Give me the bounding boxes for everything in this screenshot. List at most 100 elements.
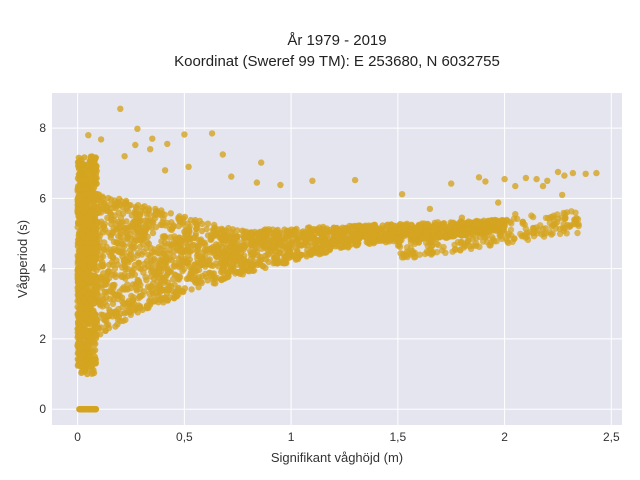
data-point [389, 227, 396, 235]
scatter-points [74, 105, 600, 413]
data-point [310, 225, 317, 233]
data-point [424, 242, 431, 250]
data-point [204, 220, 212, 227]
data-point [107, 234, 115, 241]
data-point [109, 229, 117, 236]
data-point [146, 290, 153, 297]
data-point [281, 235, 289, 243]
data-point [497, 233, 504, 240]
data-point [83, 302, 91, 310]
data-point [133, 217, 140, 224]
data-point [115, 248, 122, 255]
data-point [556, 225, 564, 233]
data-point [100, 223, 108, 230]
data-point [218, 276, 225, 284]
data-point [198, 261, 206, 268]
data-point [495, 227, 502, 235]
data-point [519, 220, 526, 227]
data-point [91, 255, 98, 262]
data-point [572, 209, 579, 216]
data-point [75, 219, 82, 226]
data-point [161, 295, 168, 302]
x-tick-label: 2,5 [603, 430, 620, 444]
data-point [336, 236, 343, 243]
data-point [147, 146, 154, 153]
data-point [95, 191, 103, 198]
data-point [118, 237, 125, 245]
data-point [88, 370, 96, 377]
data-point [124, 207, 132, 215]
data-point [428, 237, 435, 244]
data-point [211, 221, 218, 229]
data-point [500, 224, 507, 231]
data-point [96, 242, 104, 250]
data-point [354, 222, 362, 229]
data-point [97, 331, 104, 338]
data-point [213, 274, 220, 281]
data-point [198, 227, 206, 235]
data-point [283, 228, 290, 235]
data-point [528, 212, 535, 219]
data-point [173, 288, 181, 295]
data-point [112, 220, 119, 227]
data-point [460, 241, 468, 248]
data-point [167, 210, 174, 217]
data-point [185, 163, 192, 170]
data-point [103, 293, 110, 301]
y-axis-label: Vågperiod (s) [15, 220, 30, 298]
data-point [175, 243, 182, 250]
data-point [542, 230, 550, 237]
data-point [212, 260, 220, 267]
data-point [208, 130, 216, 137]
data-point [364, 239, 372, 246]
data-point [81, 175, 88, 183]
data-point [125, 297, 132, 305]
data-point [429, 249, 436, 257]
chart-title-line1: År 1979 - 2019 [287, 32, 386, 49]
data-point [493, 238, 500, 245]
data-point [184, 243, 191, 250]
data-point [228, 173, 235, 180]
data-point [352, 237, 360, 244]
data-point [389, 234, 397, 242]
data-point [207, 272, 215, 279]
data-point [253, 230, 260, 237]
data-point [121, 153, 128, 160]
data-point [426, 205, 434, 213]
data-point [574, 229, 581, 237]
data-point [120, 317, 127, 325]
data-point [175, 255, 183, 262]
y-tick-label: 2 [39, 332, 46, 346]
data-point [339, 243, 346, 251]
data-point [85, 357, 92, 365]
data-point [121, 224, 128, 232]
data-point [303, 253, 310, 260]
data-point [176, 213, 183, 220]
data-point [188, 286, 195, 293]
data-point [309, 248, 316, 256]
data-point [203, 246, 210, 253]
data-point [118, 273, 126, 280]
data-point [467, 245, 475, 252]
data-point [228, 261, 235, 268]
data-point [113, 308, 121, 316]
data-point [254, 261, 262, 269]
data-point [397, 234, 404, 241]
data-point [161, 233, 168, 240]
data-point [75, 269, 83, 276]
data-point [92, 333, 99, 340]
data-point [75, 358, 83, 365]
data-point [108, 216, 115, 224]
data-point [249, 230, 256, 237]
data-point [223, 244, 230, 252]
data-point [92, 180, 99, 188]
y-tick-label: 8 [39, 121, 46, 135]
data-point [123, 236, 130, 243]
data-point [452, 245, 459, 253]
data-point [85, 343, 92, 350]
data-point [490, 220, 497, 227]
data-point [77, 239, 85, 247]
data-point [228, 229, 236, 236]
data-point [550, 216, 557, 223]
data-point [155, 296, 162, 303]
